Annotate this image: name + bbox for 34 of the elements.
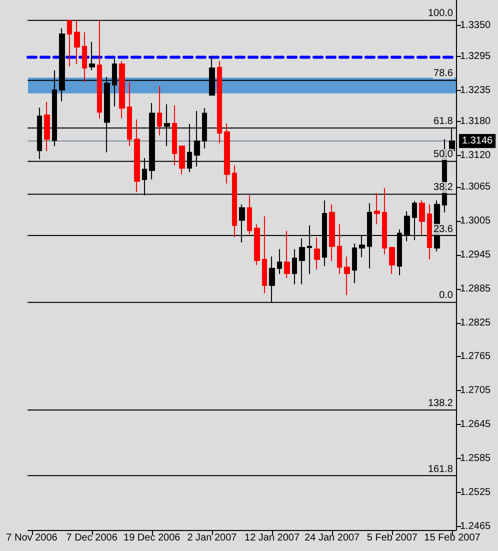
annotation: 0.0 xyxy=(438,290,454,302)
x-tick-label: 5 Feb 2007 xyxy=(366,532,418,544)
y-tick-label: 1.2885 xyxy=(460,283,492,294)
annotation: 100.0 xyxy=(426,8,454,20)
x-tick-label: 12 Jan 2007 xyxy=(244,532,300,544)
y-tick-label: 1.2585 xyxy=(460,453,492,464)
x-tick-label: 24 Jan 2007 xyxy=(304,532,360,544)
y-tick-label: 1.2825 xyxy=(460,317,492,328)
y-tick-label: 1.2705 xyxy=(460,385,492,396)
y-tick-label: 1.3120 xyxy=(460,150,492,162)
ref-line-label: 1.3146 xyxy=(462,135,494,146)
y-tick-label: 1.2765 xyxy=(460,351,492,362)
x-tick-label: 2 Jan 2007 xyxy=(187,532,238,544)
annotation: 23.6 xyxy=(432,224,454,235)
y-tick-label: 1.3235 xyxy=(460,85,492,96)
x-tick-label: 7 Dec 2006 xyxy=(66,532,118,544)
y-tick-label: 1.3350 xyxy=(460,20,492,31)
y-tick-label: 1.3180 xyxy=(460,116,492,128)
x-tick-label: 15 Feb 2007 xyxy=(424,532,481,544)
y-tick-label: 1.2465 xyxy=(460,521,492,532)
x-tick-label: 7 Nov 2006 xyxy=(6,532,58,544)
annotation: 61.8 xyxy=(432,116,454,127)
y-tick-label: 1.2945 xyxy=(460,249,492,260)
y-tick-label: 1.3295 xyxy=(460,51,492,62)
x-tick-label: 19 Dec 2006 xyxy=(124,532,181,544)
y-tick-label: 1.2525 xyxy=(460,487,492,498)
y-tick-label: 1.3005 xyxy=(460,215,492,226)
annotation: 38.2 xyxy=(432,182,454,194)
annotation: 138.2 xyxy=(426,398,454,409)
y-tick-label: 1.2645 xyxy=(460,419,492,430)
annotation: 50.0 xyxy=(432,149,454,160)
annotation: 78.6 xyxy=(432,68,454,80)
annotation: 161.8 xyxy=(426,464,454,475)
y-tick-label: 1.3065 xyxy=(460,181,492,192)
